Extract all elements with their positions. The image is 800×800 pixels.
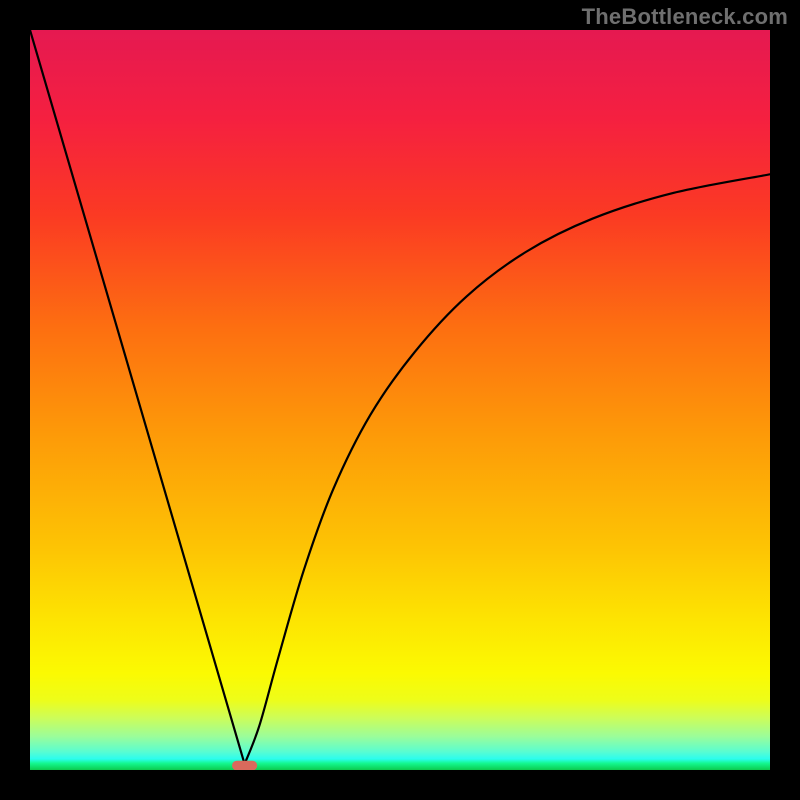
chart-gradient-background [30,30,770,770]
bottleneck-chart [0,0,800,800]
minimum-marker [232,761,257,771]
chart-frame: TheBottleneck.com [0,0,800,800]
watermark-text: TheBottleneck.com [582,4,788,30]
